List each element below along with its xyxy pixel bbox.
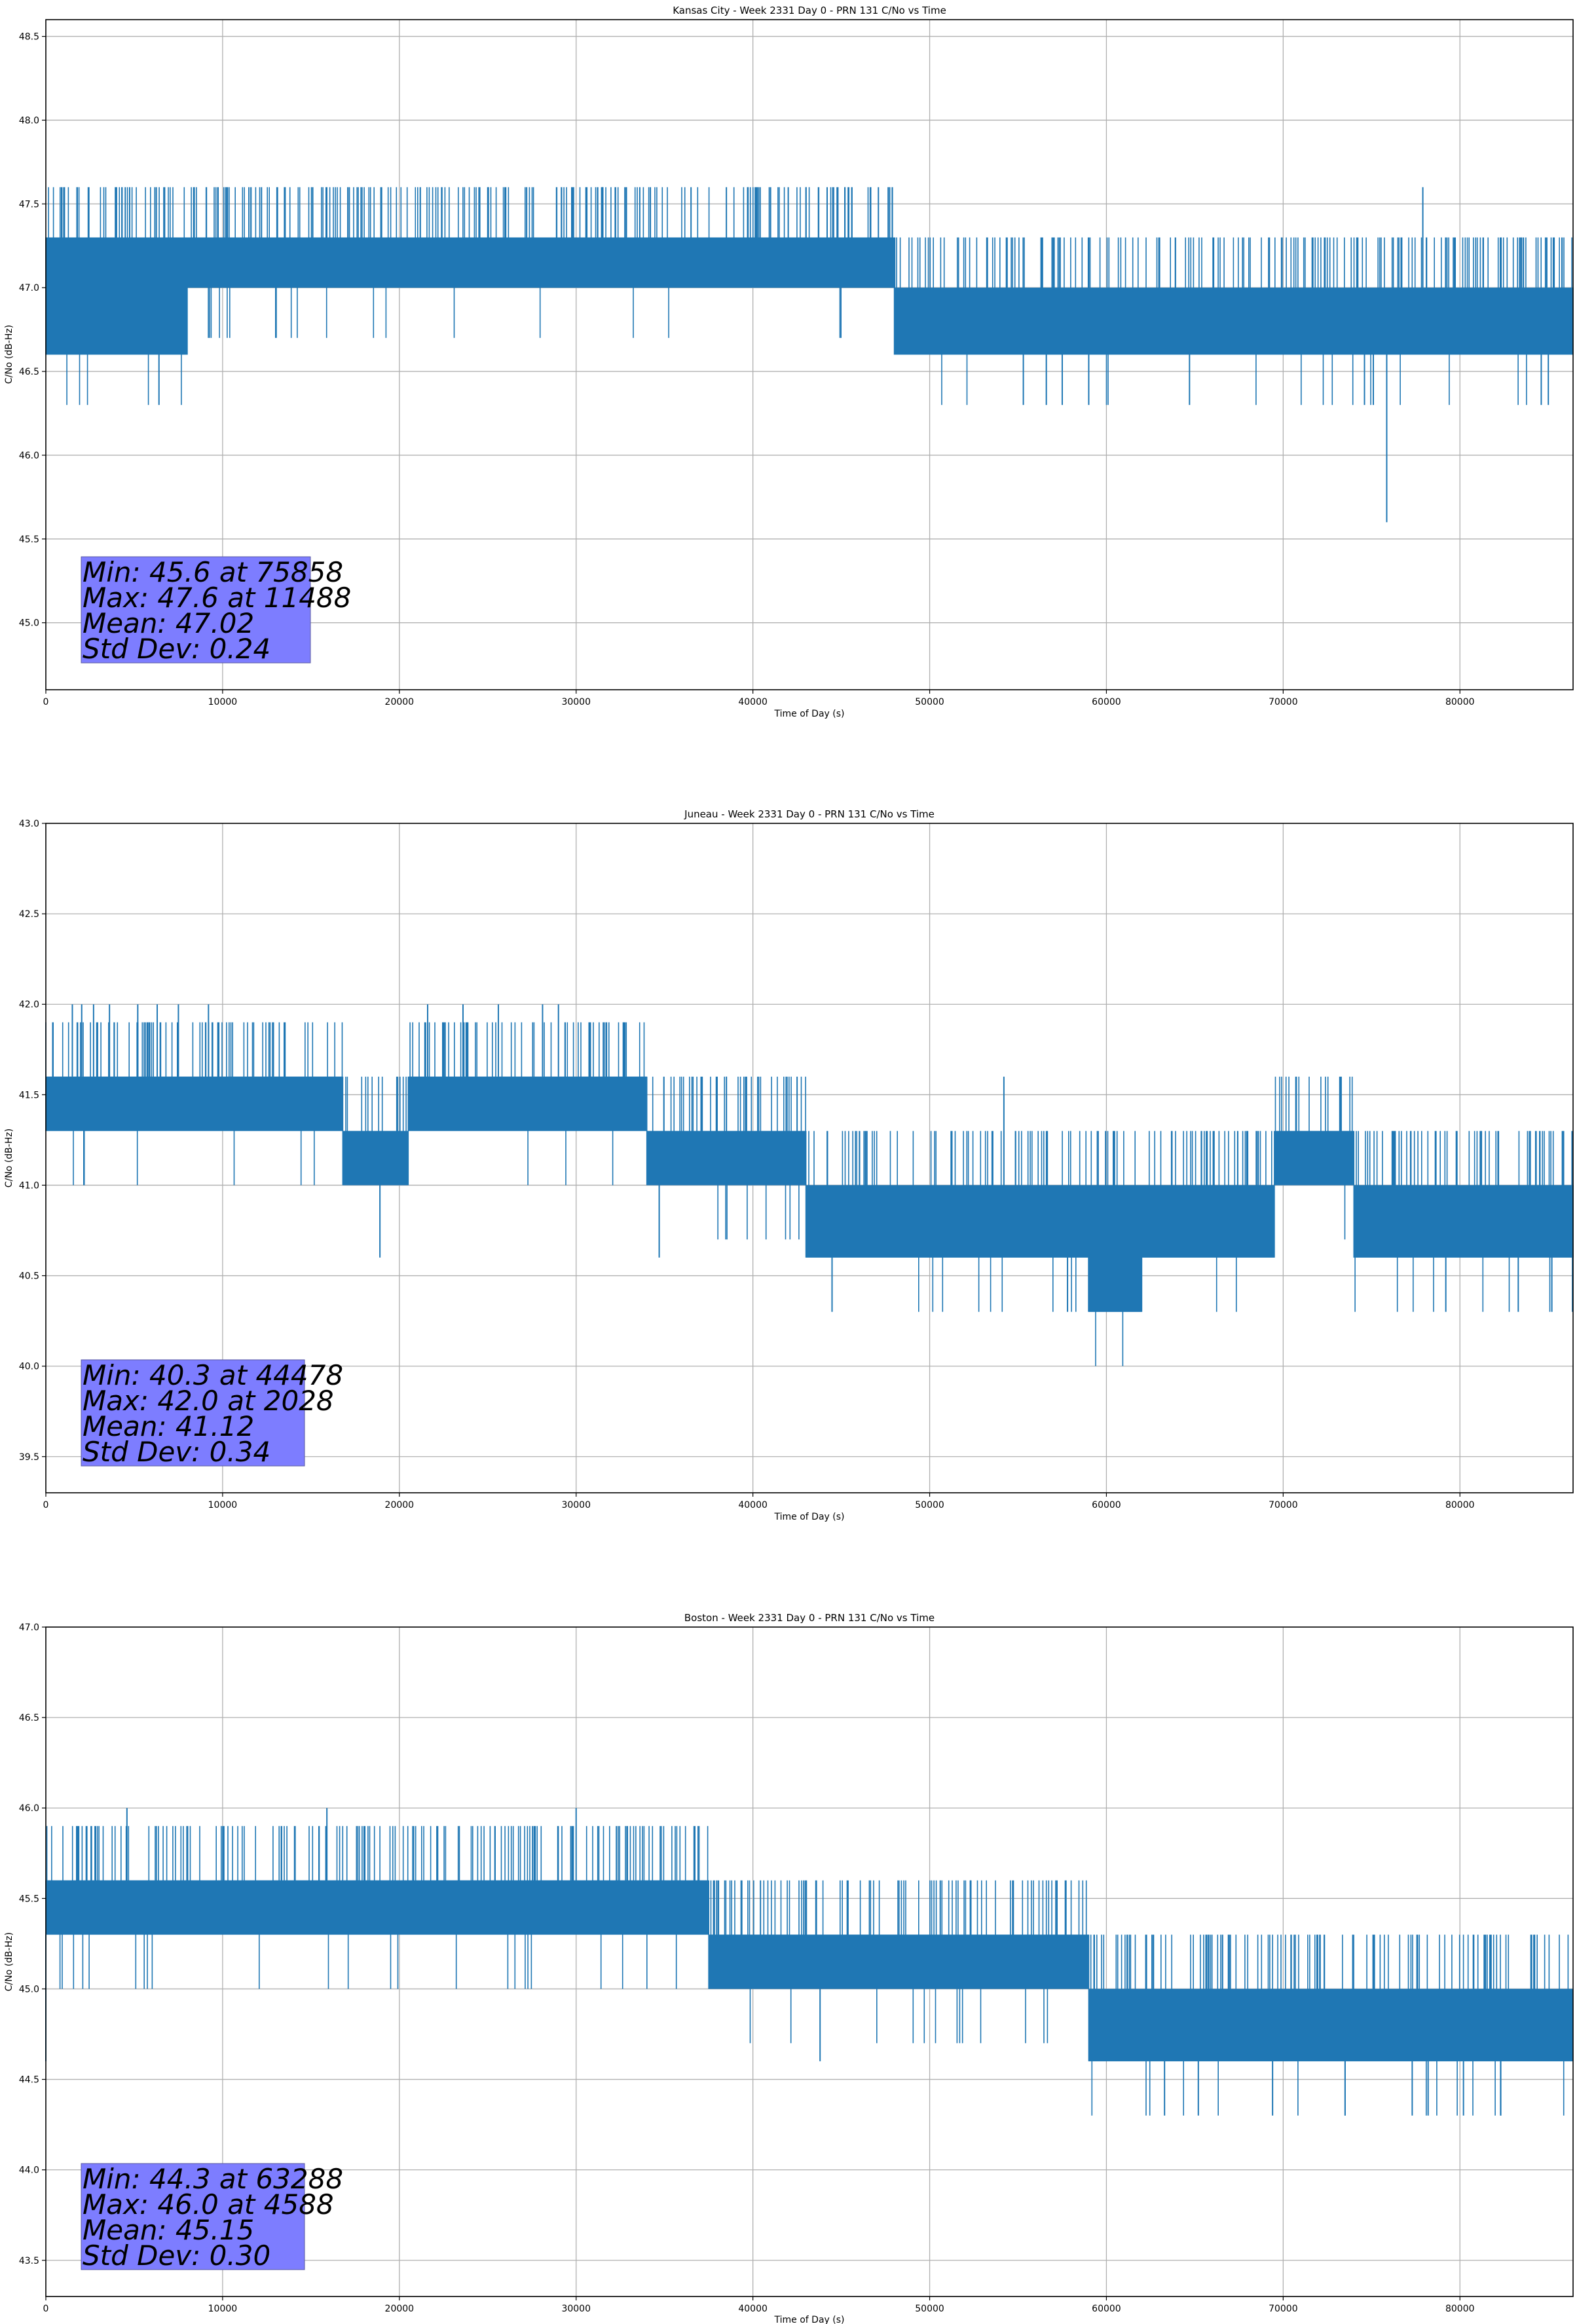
x-tick-label: 0 — [43, 1500, 49, 1510]
series-line — [45, 1004, 1574, 1366]
axis-ticks: 0 10000 20000 30000 40000 50000 60000 70000 8000… — [19, 1622, 1475, 2314]
stat-max: Max: 46.0 at 4588 — [83, 2188, 334, 2221]
y-tick-label: 46.0 — [19, 451, 39, 461]
stat-mean: Mean: 47.02 — [83, 607, 254, 639]
plot-frame — [45, 823, 1574, 1493]
plot-frame — [45, 19, 1574, 690]
x-axis-label: Time of Day (s) — [774, 2315, 845, 2324]
stats-box: Min: 45.6 at 75858 Max: 47.6 at 11488 Me… — [81, 556, 351, 665]
chart-panel-boston: Boston - Week 2331 Day 0 - PRN 131 C/No … — [4, 1612, 1574, 2324]
y-tick-label: 45.0 — [19, 1984, 39, 1995]
stats-box: Min: 44.3 at 63288 Max: 46.0 at 4588 Mea… — [81, 2163, 343, 2272]
chart-panel-kansas-city: Kansas City - Week 2331 Day 0 - PRN 131 … — [4, 5, 1574, 719]
y-tick-label: 44.5 — [19, 2075, 39, 2086]
y-tick-label: 40.0 — [19, 1362, 39, 1372]
x-tick-label: 0 — [43, 697, 49, 707]
x-tick-label: 70000 — [1269, 697, 1298, 707]
y-tick-label: 42.0 — [19, 1000, 39, 1010]
stat-max: Max: 42.0 at 2028 — [83, 1385, 334, 1417]
x-tick-label: 70000 — [1269, 2304, 1298, 2314]
stat-std-dev: Std Dev: 0.30 — [83, 2240, 270, 2272]
y-tick-label: 45.5 — [19, 534, 39, 545]
stat-min: Min: 45.6 at 75858 — [83, 556, 343, 588]
x-tick-label: 80000 — [1445, 697, 1475, 707]
x-tick-label: 60000 — [1092, 1500, 1121, 1510]
y-tick-label: 47.0 — [19, 283, 39, 293]
y-tick-label: 46.5 — [19, 1713, 39, 1723]
x-tick-label: 40000 — [738, 2304, 768, 2314]
x-tick-label: 10000 — [208, 697, 238, 707]
x-tick-label: 30000 — [561, 697, 591, 707]
y-tick-label: 41.5 — [19, 1090, 39, 1100]
y-tick-label: 43.0 — [19, 819, 39, 829]
y-tick-label: 43.5 — [19, 2256, 39, 2266]
chart-title: Juneau - Week 2331 Day 0 - PRN 131 C/No … — [684, 808, 935, 820]
y-tick-label: 48.5 — [19, 32, 39, 43]
series-line — [45, 1808, 1574, 2116]
stat-min: Min: 44.3 at 63288 — [83, 2163, 343, 2195]
chart-title: Boston - Week 2331 Day 0 - PRN 131 C/No … — [684, 1612, 935, 1624]
stat-std-dev: Std Dev: 0.34 — [83, 1436, 270, 1468]
chart-title: Kansas City - Week 2331 Day 0 - PRN 131 … — [673, 5, 946, 16]
x-tick-label: 20000 — [385, 2304, 415, 2314]
stats-box: Min: 40.3 at 44478 Max: 42.0 at 2028 Mea… — [81, 1359, 343, 1468]
y-tick-label: 46.5 — [19, 367, 39, 377]
y-tick-label: 41.0 — [19, 1180, 39, 1191]
stat-std-dev: Std Dev: 0.24 — [83, 633, 270, 665]
stat-min: Min: 40.3 at 44478 — [83, 1359, 343, 1391]
axis-ticks: 0 10000 20000 30000 40000 50000 60000 70000 8000… — [19, 32, 1475, 707]
x-tick-label: 50000 — [915, 2304, 944, 2314]
x-tick-label: 40000 — [738, 697, 768, 707]
stats-box-background — [81, 1359, 305, 1467]
x-tick-label: 30000 — [561, 1500, 591, 1510]
stats-box-background — [81, 2163, 305, 2270]
plot-frame — [45, 1626, 1574, 2297]
x-tick-label: 60000 — [1092, 2304, 1121, 2314]
x-tick-label: 10000 — [208, 2304, 238, 2314]
x-tick-label: 30000 — [561, 2304, 591, 2314]
y-tick-label: 39.5 — [19, 1452, 39, 1463]
y-axis-label: C/No (dB-Hz) — [4, 1932, 14, 1991]
y-tick-label: 46.0 — [19, 1803, 39, 1814]
stats-box-background — [81, 556, 311, 664]
stat-mean: Mean: 45.15 — [83, 2214, 254, 2246]
stat-max: Max: 47.6 at 11488 — [83, 582, 351, 614]
axis-ticks: 0 10000 20000 30000 40000 50000 60000 70000 8000… — [19, 819, 1475, 1510]
chart-panel-juneau: Juneau - Week 2331 Day 0 - PRN 131 C/No … — [4, 808, 1574, 1522]
x-tick-label: 20000 — [385, 1500, 415, 1510]
x-tick-label: 80000 — [1445, 2304, 1475, 2314]
x-tick-label: 20000 — [385, 697, 415, 707]
x-tick-label: 0 — [43, 2304, 49, 2314]
x-tick-label: 50000 — [915, 1500, 944, 1510]
x-axis-label: Time of Day (s) — [774, 709, 845, 719]
series-line — [45, 187, 1574, 523]
y-tick-label: 44.0 — [19, 2165, 39, 2176]
x-tick-label: 50000 — [915, 697, 944, 707]
x-axis-label: Time of Day (s) — [774, 1512, 845, 1522]
stat-mean: Mean: 41.12 — [83, 1410, 254, 1442]
y-tick-label: 40.5 — [19, 1271, 39, 1282]
x-tick-label: 80000 — [1445, 1500, 1475, 1510]
x-tick-label: 60000 — [1092, 697, 1121, 707]
y-tick-label: 42.5 — [19, 909, 39, 920]
y-tick-label: 45.0 — [19, 618, 39, 629]
x-tick-label: 10000 — [208, 1500, 238, 1510]
x-tick-label: 70000 — [1269, 1500, 1298, 1510]
x-tick-label: 40000 — [738, 1500, 768, 1510]
y-tick-label: 45.5 — [19, 1894, 39, 1904]
y-tick-label: 47.0 — [19, 1622, 39, 1633]
y-tick-label: 47.5 — [19, 199, 39, 210]
y-tick-label: 48.0 — [19, 115, 39, 126]
y-axis-label: C/No (dB-Hz) — [4, 325, 14, 384]
y-axis-label: C/No (dB-Hz) — [4, 1129, 14, 1188]
